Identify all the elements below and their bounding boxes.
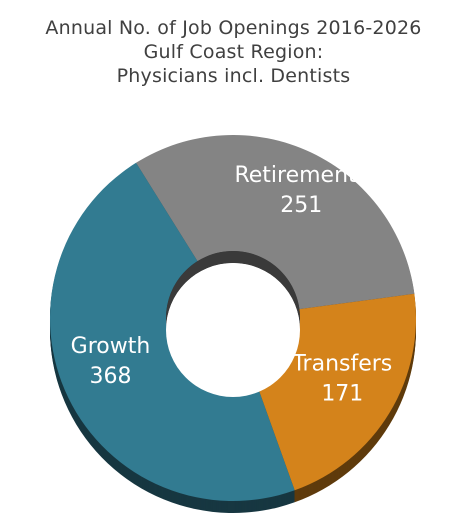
chart-title-line-2: Gulf Coast Region: xyxy=(143,41,324,63)
slice-value-retirements: 251 xyxy=(280,193,322,218)
chart-title-line-3: Physicians incl. Dentists xyxy=(116,65,351,87)
slice-label-retirements: Retirements xyxy=(234,163,368,188)
donut-hole-inner-wall xyxy=(166,251,300,330)
slice-value-transfers: 171 xyxy=(321,382,363,407)
chart-title: Annual No. of Job Openings 2016-2026 Gul… xyxy=(0,16,467,88)
donut-labels: Retirements 251 Transfers 171 Growth 368 xyxy=(71,163,393,407)
donut-slices xyxy=(50,135,416,502)
slice-retirements xyxy=(136,135,415,310)
slice-label-growth: Growth xyxy=(71,334,151,359)
slice-value-growth: 368 xyxy=(89,364,131,389)
slice-label-transfers: Transfers xyxy=(291,352,392,377)
slice-growth xyxy=(50,162,295,502)
chart-title-line-1: Annual No. of Job Openings 2016-2026 xyxy=(45,17,422,39)
donut-hole xyxy=(166,263,300,397)
